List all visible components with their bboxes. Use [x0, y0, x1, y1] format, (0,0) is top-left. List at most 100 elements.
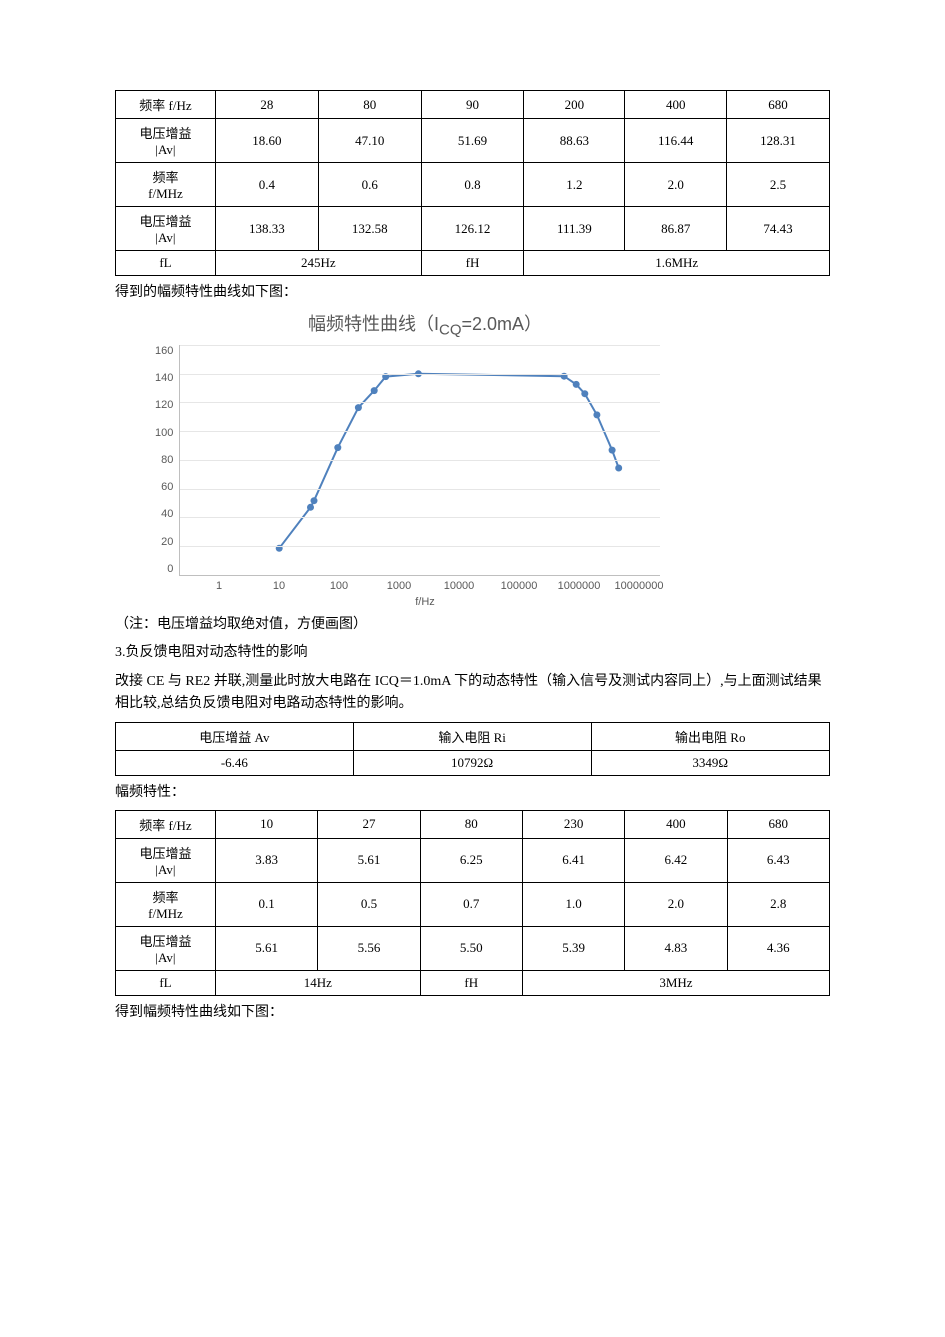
t3-fh-label: fH: [420, 970, 522, 995]
t1-fh-label: fH: [421, 251, 524, 276]
chart-xtick: 1000000: [549, 580, 609, 592]
table-freq-response-1: 频率 f/Hz 28 80 90 200 400 680 电压增益 |Av| 1…: [115, 90, 830, 276]
chart-marker: [307, 504, 314, 511]
t3-r4-label: 电压增益 |Av|: [116, 926, 216, 970]
chart-ytick: 60: [155, 481, 173, 493]
chart-xtick: 1000: [369, 580, 429, 592]
t1-cell: 0.6: [318, 163, 421, 207]
t3-cell: 80: [420, 810, 522, 838]
t1-cell: 0.4: [215, 163, 318, 207]
chart-y-axis: 160140120100806040200: [155, 345, 179, 575]
t1-cell: 126.12: [421, 207, 524, 251]
t1-cell: 90: [421, 91, 524, 119]
t1-cell: 80: [318, 91, 421, 119]
chart-marker: [371, 387, 378, 394]
t1-cell: 680: [727, 91, 830, 119]
t3-cell: 6.42: [625, 838, 727, 882]
t3-cell: 3.83: [215, 838, 317, 882]
freq-response-chart: 幅频特性曲线（ICQ=2.0mA） 160140120100806040200 …: [155, 310, 695, 608]
chart-xtick: 10000: [429, 580, 489, 592]
chart-ytick: 160: [155, 345, 173, 357]
t2-v3: 3349Ω: [591, 750, 830, 775]
t1-cell: 400: [625, 91, 727, 119]
t3-r2-label: 电压增益 |Av|: [116, 838, 216, 882]
chart-marker: [594, 411, 601, 418]
t1-cell: 86.87: [625, 207, 727, 251]
caption-1: 得到的幅频特性曲线如下图：: [115, 282, 830, 304]
t3-cell: 27: [318, 810, 420, 838]
t1-cell: 138.33: [215, 207, 318, 251]
t3-cell: 400: [625, 810, 727, 838]
table-feedback-params: 电压增益 Av 输入电阻 Ri 输出电阻 Ro -6.46 10792Ω 334…: [115, 722, 830, 776]
chart-title: 幅频特性曲线（ICQ=2.0mA）: [155, 310, 695, 339]
t1-cell: 18.60: [215, 119, 318, 163]
t3-cell: 680: [727, 810, 829, 838]
t3-cell: 5.56: [318, 926, 420, 970]
t1-cell: 51.69: [421, 119, 524, 163]
t1-cell: 132.58: [318, 207, 421, 251]
t1-cell: 47.10: [318, 119, 421, 163]
chart-ytick: 140: [155, 372, 173, 384]
t3-fh-val: 3MHz: [522, 970, 829, 995]
t3-cell: 230: [522, 810, 624, 838]
chart-x-label: f/Hz: [155, 596, 695, 608]
t3-cell: 6.41: [522, 838, 624, 882]
t3-r3-label: 频率 f/MHz: [116, 882, 216, 926]
chart-marker: [311, 497, 318, 504]
t3-cell: 6.43: [727, 838, 829, 882]
t1-r3-label: 频率 f/MHz: [116, 163, 216, 207]
chart-xtick: 100000: [489, 580, 549, 592]
chart-line: [280, 374, 620, 549]
t3-cell: 5.39: [522, 926, 624, 970]
t3-r1-label: 频率 f/Hz: [116, 810, 216, 838]
t1-cell: 2.5: [727, 163, 830, 207]
chart-marker: [355, 404, 362, 411]
chart-marker: [616, 464, 623, 471]
t2-v1: -6.46: [116, 750, 354, 775]
t1-r2-label: 电压增益 |Av|: [116, 119, 216, 163]
chart-ytick: 80: [155, 454, 173, 466]
caption-3: 得到幅频特性曲线如下图：: [115, 1002, 830, 1024]
t3-cell: 2.0: [625, 882, 727, 926]
t2-h1: 电压增益 Av: [116, 722, 354, 750]
chart-xtick: 1: [189, 580, 249, 592]
t3-cell: 0.1: [215, 882, 317, 926]
chart-marker: [609, 447, 616, 454]
t1-cell: 88.63: [524, 119, 625, 163]
t2-h2: 输入电阻 Ri: [353, 722, 591, 750]
caption-2: 幅频特性：: [115, 782, 830, 804]
table-freq-response-2: 频率 f/Hz 10 27 80 230 400 680 电压增益 |Av| 3…: [115, 810, 830, 996]
t1-cell: 116.44: [625, 119, 727, 163]
chart-xtick: 100: [309, 580, 369, 592]
t1-cell: 128.31: [727, 119, 830, 163]
t3-cell: 4.36: [727, 926, 829, 970]
t3-cell: 5.61: [215, 926, 317, 970]
chart-marker: [573, 381, 580, 388]
chart-ytick: 120: [155, 399, 173, 411]
t1-cell: 2.0: [625, 163, 727, 207]
t3-cell: 0.5: [318, 882, 420, 926]
chart-ytick: 0: [155, 563, 173, 575]
chart-xtick: 10: [249, 580, 309, 592]
note-1: （注：电压增益均取绝对值，方便画图）: [115, 614, 830, 636]
t1-fh-val: 1.6MHz: [524, 251, 830, 276]
t3-cell: 5.50: [420, 926, 522, 970]
t1-cell: 1.2: [524, 163, 625, 207]
chart-ytick: 20: [155, 536, 173, 548]
t3-cell: 0.7: [420, 882, 522, 926]
t3-cell: 10: [215, 810, 317, 838]
t1-r4-label: 电压增益 |Av|: [116, 207, 216, 251]
t1-cell: 28: [215, 91, 318, 119]
t3-cell: 4.83: [625, 926, 727, 970]
chart-marker: [335, 444, 342, 451]
paragraph: 改接 CE 与 RE2 并联,测量此时放大电路在 ICQ＝1.0mA 下的动态特…: [115, 671, 830, 716]
t3-cell: 5.61: [318, 838, 420, 882]
t3-fl-label: fL: [116, 970, 216, 995]
chart-x-axis: 110100100010000100000100000010000000: [189, 580, 669, 592]
t1-r1-label: 频率 f/Hz: [116, 91, 216, 119]
chart-ytick: 100: [155, 427, 173, 439]
t3-fl-val: 14Hz: [215, 970, 420, 995]
t1-cell: 111.39: [524, 207, 625, 251]
section-heading: 3.负反馈电阻对动态特性的影响: [115, 642, 830, 664]
t1-cell: 0.8: [421, 163, 524, 207]
